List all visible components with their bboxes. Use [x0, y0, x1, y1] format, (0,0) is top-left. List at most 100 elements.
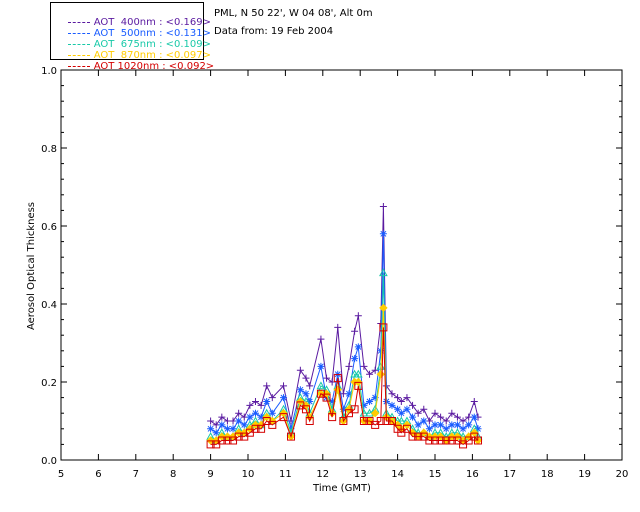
data-point	[420, 405, 428, 413]
data-point	[206, 440, 215, 449]
data-point	[301, 405, 310, 414]
data-point	[394, 405, 402, 413]
legend-swatch-1020nm	[67, 65, 90, 67]
data-point	[353, 369, 363, 378]
data-point	[217, 436, 226, 445]
legend-item-500nm: AOT 500nm : <0.131>	[55, 17, 211, 39]
data-point	[366, 370, 374, 378]
data-point	[263, 382, 271, 390]
station-info: PML, N 50 22', W 04 08', Alt 0m	[214, 8, 373, 19]
legend-label-675nm: AOT 675nm : <0.109>	[93, 39, 211, 50]
data-point	[359, 417, 368, 425]
data-point	[431, 421, 439, 429]
data-point	[403, 405, 411, 413]
data-point	[345, 362, 353, 370]
data-point	[296, 386, 304, 394]
data-point	[470, 398, 478, 405]
y-tick-label: 0.6	[41, 222, 57, 233]
data-point	[366, 398, 374, 405]
y-tick-label: 1.0	[41, 66, 57, 77]
data-point	[448, 421, 456, 429]
data-point	[218, 421, 226, 429]
data-point	[403, 394, 411, 402]
legend-label-870nm: AOT 870nm : <0.097>	[93, 50, 211, 61]
series-line	[210, 233, 479, 434]
data-point	[316, 381, 326, 390]
data-point	[207, 417, 215, 425]
data-point	[317, 335, 325, 343]
data-point	[453, 413, 461, 421]
plot-frame	[60, 69, 623, 461]
x-tick-label: 18	[541, 469, 554, 480]
data-point	[409, 401, 417, 409]
series-line	[210, 327, 479, 446]
data-point	[397, 409, 405, 417]
data-point	[287, 432, 296, 441]
legend-swatch-500nm	[67, 32, 90, 34]
x-tick-label: 13	[354, 469, 367, 480]
data-point	[302, 374, 310, 382]
x-tick-label: 7	[133, 469, 139, 480]
data-point	[246, 401, 254, 409]
legend-label-500nm: AOT 500nm : <0.131>	[93, 28, 211, 39]
x-tick-label: 15	[429, 469, 442, 480]
data-point	[240, 421, 248, 429]
data-point	[339, 417, 348, 425]
date-info: Data from: 19 Feb 2004	[214, 26, 334, 37]
data-point	[280, 382, 288, 390]
data-point	[442, 417, 450, 425]
data-point	[268, 420, 277, 429]
series-layer	[206, 203, 483, 449]
data-point	[387, 417, 396, 425]
legend: AOT 400nm : <0.169> AOT 500nm : <0.131> …	[50, 2, 214, 72]
data-point	[328, 413, 337, 422]
data-point	[354, 312, 362, 320]
data-point	[229, 425, 237, 433]
legend-label-1020nm: AOT 1020nm : <0.092>	[93, 61, 215, 72]
data-point	[376, 417, 385, 425]
data-point	[257, 401, 265, 409]
data-point	[234, 432, 243, 441]
y-tick-label: 0.0	[41, 456, 57, 467]
data-point	[365, 408, 374, 417]
data-point	[306, 398, 314, 405]
data-point	[296, 366, 304, 374]
series-aot-1020nm	[206, 323, 483, 449]
data-point	[379, 303, 388, 313]
data-point	[414, 432, 423, 441]
series-line	[210, 206, 479, 426]
data-point	[453, 421, 461, 429]
data-point	[328, 398, 336, 405]
data-point	[474, 436, 483, 445]
x-tick-label: 16	[466, 469, 479, 480]
data-point	[317, 362, 325, 370]
y-tick-label: 0.4	[41, 300, 57, 311]
data-point	[414, 409, 422, 417]
data-point	[431, 436, 439, 445]
legend-item-1020nm: AOT 1020nm : <0.092>	[55, 50, 214, 72]
data-point	[246, 413, 254, 421]
data-point	[431, 409, 439, 417]
data-point	[409, 413, 417, 421]
data-point	[360, 362, 368, 370]
data-point	[268, 394, 276, 402]
data-point	[345, 390, 353, 398]
data-point	[420, 417, 428, 425]
data-point	[350, 405, 359, 414]
legend-item-870nm: AOT 870nm : <0.097>	[55, 39, 211, 61]
x-tick-label: 6	[95, 469, 101, 480]
data-point	[396, 416, 406, 425]
data-point	[354, 381, 363, 390]
x-tick-label: 8	[170, 469, 176, 480]
x-axis-label: Time (GMT)	[312, 483, 371, 494]
data-point	[371, 366, 379, 374]
data-point	[218, 413, 226, 421]
data-point	[339, 405, 347, 413]
data-point	[235, 417, 243, 425]
data-point	[414, 421, 422, 429]
data-point	[279, 413, 288, 422]
y-tick-label: 0.2	[41, 378, 57, 389]
data-point	[323, 374, 331, 382]
x-tick-label: 17	[503, 469, 516, 480]
